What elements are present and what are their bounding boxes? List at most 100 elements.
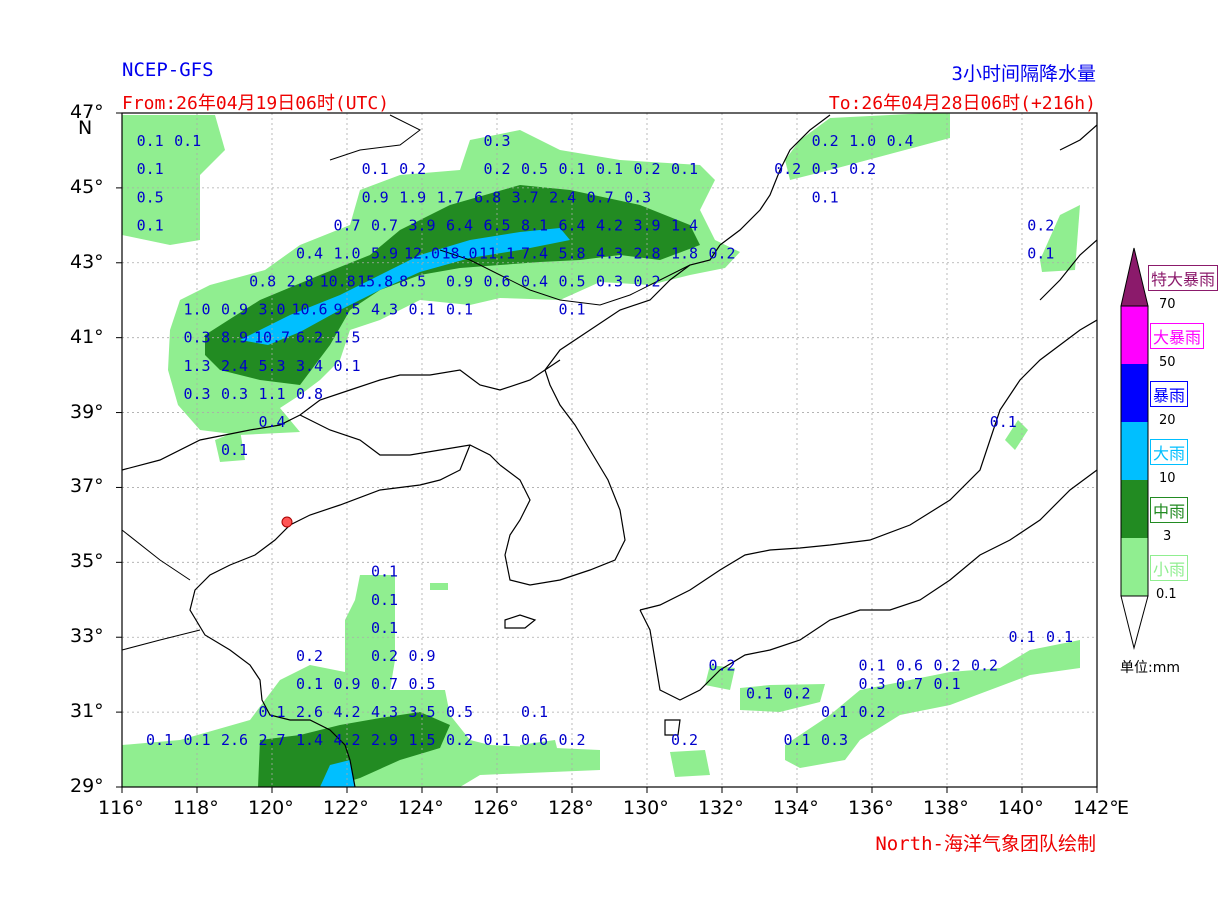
precip-value-label: 0.2 [671,731,698,749]
axis-ticks [116,112,1098,793]
precip-value-label: 0.5 [137,188,164,206]
precip-value-label: 7.4 [521,244,548,262]
precip-value-label: 4.2 [333,703,360,721]
precip-value-label: 0.1 [371,619,398,637]
precip-value-label: 0.9 [446,273,473,291]
precip-value-label: 2.8 [633,244,660,262]
precip-value-label: 0.4 [296,244,323,262]
lon-tick-label: 120° [248,797,294,819]
colorbar-frame [1120,305,1149,597]
precip-value-label: 4.3 [596,244,623,262]
precip-value-label: 0.1 [296,675,323,693]
lat-tick-label: 31° [70,700,104,723]
precip-value-label: 0.2 [783,684,810,702]
lon-unit: E [1117,797,1130,819]
precip-value-label: 2.4 [221,357,248,375]
precip-value-label: 0.3 [483,132,510,150]
precip-value-label: 0.1 [1046,628,1073,646]
precip-value-label: 0.9 [333,675,360,693]
legend-threshold: 70 [1159,297,1176,312]
precip-value-label: 0.2 [708,656,735,674]
lon-tick-label: 132° [698,797,744,819]
precip-value-label: 5.3 [258,357,285,375]
precip-value-label: 0.1 [933,675,960,693]
precip-value-label: 0.9 [362,188,389,206]
precip-value-label: 0.1 [1008,628,1035,646]
precip-value-label: 0.2 [708,244,735,262]
precip-value-label: 0.2 [371,647,398,665]
colorbar-band-light-rain [1121,538,1148,596]
precip-value-label: 0.1 [812,188,839,206]
lat-tick-label: 37° [70,475,104,498]
precip-value-label: 0.3 [812,160,839,178]
precip-value-label: 0.7 [587,188,614,206]
lon-tick-label: 138° [923,797,969,819]
lat-tick-label: 47° [70,101,104,123]
precip-value-label: 1.7 [437,188,464,206]
precip-value-label: 0.1 [783,731,810,749]
precip-value-label: 0.3 [183,385,210,403]
precip-value-label: 0.8 [296,385,323,403]
legend-label-rainstorm: 暴雨 [1150,381,1189,407]
lon-tick-label: 130° [623,797,669,819]
precip-value-label: 0.1 [746,684,773,702]
lat-tick-label: 41° [70,325,104,348]
precip-value-label: 0.1 [483,731,510,749]
precip-value-label: 8.5 [399,273,426,291]
precip-value-label: 0.2 [633,273,660,291]
precip-value-label: 1.1 [258,385,285,403]
precip-value-label: 4.2 [596,216,623,234]
border-lines [122,114,691,651]
precip-value-label: 0.2 [849,160,876,178]
lon-tick-label: 122° [323,797,369,819]
precip-value-label: 0.7 [371,216,398,234]
precip-value-label: 0.2 [1027,216,1054,234]
precip-value-label: 0.1 [146,731,173,749]
moderate-rain-area [205,185,700,787]
legend-label-extreme-rainstorm: 特大暴雨 [1148,265,1218,291]
precip-value-label: 2.7 [258,731,285,749]
legend-threshold: 50 [1159,355,1176,370]
legend-label-light-rain: 小雨 [1150,555,1189,581]
precip-value-label: 0.7 [333,216,360,234]
precip-value-label: 3.0 [258,301,285,319]
legend-label-heavy-rain: 大雨 [1150,439,1189,465]
precip-value-label: 0.8 [249,273,276,291]
heavy-rain-area [240,228,570,787]
precip-value-label: 9.5 [333,301,360,319]
precip-value-label: 0.2 [483,160,510,178]
legend-label-heavy-rainstorm: 大暴雨 [1150,323,1205,349]
precip-value-label: 6.4 [446,216,473,234]
lat-tick-label: 39° [70,400,104,423]
precip-value-label: 0.3 [624,188,651,206]
precip-value-label: 0.2 [446,731,473,749]
lon-tick-label: 118° [173,797,219,819]
precip-value-label: 0.1 [821,703,848,721]
precip-value-label: 2.6 [221,731,248,749]
precip-value-label: 0.2 [858,703,885,721]
precip-value-label: 0.2 [399,160,426,178]
lon-tick-label: 142° [1073,797,1119,819]
precip-value-label: 12.0 [404,244,440,262]
precip-value-label: 0.1 [371,563,398,581]
precip-value-label: 0.1 [183,731,210,749]
precip-value-label: 0.1 [596,160,623,178]
precip-value-label: 10.7 [254,329,290,347]
precip-value-label: 0.9 [408,647,435,665]
precip-value-label: 0.1 [371,591,398,609]
precip-value-label: 0.5 [558,273,585,291]
precip-value-label: 1.0 [333,244,360,262]
lon-tick-label: 140° [998,797,1044,819]
lat-tick-label: 45° [70,175,104,198]
precip-value-label: 5.9 [371,244,398,262]
precip-value-label: 1.0 [849,132,876,150]
precip-value-label: 0.2 [296,647,323,665]
precip-value-label: 6.5 [483,216,510,234]
lat-tick-label: 33° [70,625,104,648]
precip-value-label: 0.6 [483,273,510,291]
to-time: To:26年04月28日06时(+216h) [828,93,1096,114]
precip-value-label: 1.9 [399,188,426,206]
precip-value-label: 0.3 [183,329,210,347]
lon-tick-label: 116° [98,797,144,819]
value-labels: 0.1 0.10.10.50.10.30.1 0.2 0.2 0.5 0.1 0.1 0.2 0… [137,132,1073,749]
